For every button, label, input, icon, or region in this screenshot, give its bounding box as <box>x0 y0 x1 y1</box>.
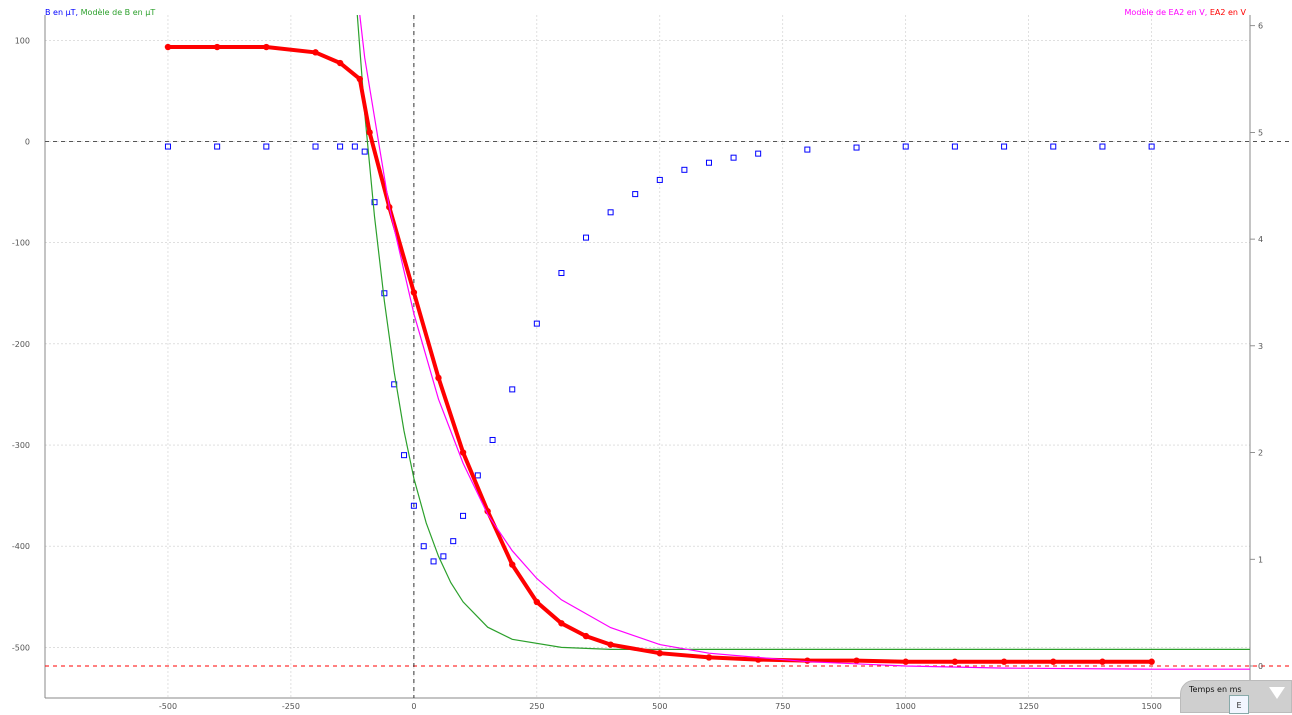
y-left-tick-label: 100 <box>15 36 30 45</box>
b-series-point <box>607 209 614 216</box>
b-series-point <box>420 543 427 550</box>
b-series-point <box>371 199 378 206</box>
legend-b: B en µT, <box>45 8 79 17</box>
b-series-point <box>1001 143 1008 150</box>
x-tick-label: -250 <box>282 702 300 711</box>
y-right-tick-label: 5 <box>1258 128 1263 137</box>
legend-ea2: EA2 en V <box>1209 8 1246 17</box>
b-series-point <box>681 166 688 173</box>
b-series-point <box>730 154 737 161</box>
b-series-point <box>450 538 457 545</box>
b-series-point <box>460 512 467 519</box>
x-tick-label: 750 <box>775 702 790 711</box>
b-series-point <box>489 436 496 443</box>
b-series-point <box>381 290 388 297</box>
legend-left: B en µT, Modèle de B en µT <box>45 8 155 17</box>
b-series-point <box>474 472 481 479</box>
x-tick-label: 1500 <box>1141 702 1161 711</box>
y-left-tick-label: -100 <box>12 239 30 248</box>
b-series-point <box>440 553 447 560</box>
y-right-tick-label: 2 <box>1258 449 1263 458</box>
x-tick-label: 0 <box>411 702 416 711</box>
b-series-point <box>656 176 663 183</box>
time-axis-label: Temps en ms <box>1189 685 1242 694</box>
b-series-point <box>804 146 811 153</box>
b-series-point <box>430 558 437 565</box>
b-series-point <box>1099 143 1106 150</box>
b-series-point <box>533 320 540 327</box>
axes <box>44 15 1292 699</box>
b-series-point <box>902 143 909 150</box>
b-series-point <box>337 143 344 150</box>
x-tick-label: 250 <box>529 702 544 711</box>
b-series-point <box>558 270 565 277</box>
grid <box>45 15 1250 698</box>
series <box>164 15 1250 670</box>
y-right-tick-label: 4 <box>1258 235 1263 244</box>
b-series-point <box>401 452 408 459</box>
dropdown-arrow-icon[interactable] <box>1269 687 1285 699</box>
y-left-tick-label: 0 <box>25 137 30 146</box>
y-left-tick-label: -400 <box>12 542 30 551</box>
b-series-point <box>263 143 270 150</box>
model-ea2-series-line <box>359 15 1250 670</box>
b-series-point <box>632 191 639 198</box>
b-series-point <box>1148 143 1155 150</box>
b-series-point <box>951 143 958 150</box>
b-series-point <box>351 143 358 150</box>
legend-model-ea2: Modèle de EA2 en V, <box>1124 8 1208 17</box>
b-series-point <box>1050 143 1057 150</box>
y-right-tick-label: 0 <box>1258 662 1263 671</box>
legend-model-b: Modèle de B en µT <box>80 8 156 17</box>
b-series-point <box>755 150 762 157</box>
b-series-point <box>164 143 171 150</box>
ticks: -500 -250 0 250 500 750 1000 1250 15001000-100-2… <box>12 22 1263 711</box>
time-axis-widget[interactable]: Temps en ms E <box>1180 680 1292 714</box>
y-right-tick-label: 3 <box>1258 342 1263 351</box>
b-series-point <box>853 144 860 151</box>
y-left-tick-label: -300 <box>12 441 30 450</box>
legend-right: Modèle de EA2 en V, EA2 en V <box>1125 8 1246 17</box>
b-series-point <box>361 148 368 155</box>
y-right-tick-label: 1 <box>1258 555 1263 564</box>
x-tick-label: 500 <box>652 702 667 711</box>
b-series-point <box>583 234 590 241</box>
b-series-point <box>312 143 319 150</box>
x-tick-label: 1250 <box>1018 702 1038 711</box>
x-tick-label: -500 <box>159 702 177 711</box>
b-series-point <box>214 143 221 150</box>
x-tick-label: 1000 <box>896 702 916 711</box>
b-series-point <box>410 502 417 509</box>
b-series-point <box>705 159 712 166</box>
y-left-tick-label: -200 <box>12 340 30 349</box>
axis-option-box[interactable]: E <box>1229 695 1249 714</box>
y-right-tick-label: 6 <box>1258 22 1263 31</box>
y-left-tick-label: -500 <box>12 643 30 652</box>
ea2-series-trace <box>168 45 1152 664</box>
b-series-point <box>509 386 516 393</box>
model-b-series-line <box>356 15 1250 650</box>
